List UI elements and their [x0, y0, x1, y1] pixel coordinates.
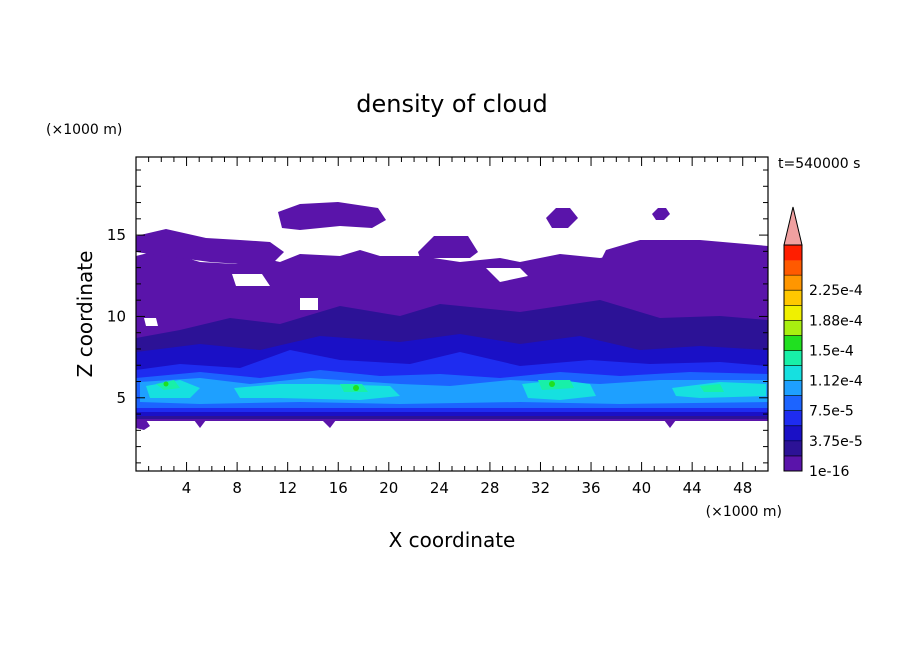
- contour-level-9a: [353, 385, 359, 391]
- contour-cap-3: [600, 240, 768, 262]
- contour-cap-5: [546, 208, 578, 228]
- contour-level-8d: [700, 384, 724, 392]
- base-bump-3: [322, 420, 336, 428]
- colorbar-segment: [784, 410, 802, 427]
- colorbar-segment: [784, 455, 802, 472]
- base-bump-4: [664, 420, 676, 428]
- x-tick-label: 28: [480, 479, 499, 497]
- contour-cap-6: [652, 208, 670, 220]
- x-tick-label: 16: [329, 479, 348, 497]
- base-bump-2: [194, 420, 206, 428]
- x-tick-label: 48: [733, 479, 752, 497]
- x-tick-label: 32: [531, 479, 550, 497]
- colorbar-level-label: 1e-16: [809, 464, 849, 480]
- y-axis-title: Z coordinate: [73, 251, 97, 378]
- y-tick-label: 5: [116, 389, 126, 407]
- colorbar-segment: [784, 335, 802, 351]
- colorbar-segment: [784, 365, 802, 381]
- contour-cap-4: [278, 202, 386, 230]
- clear-pocket-1: [232, 274, 270, 286]
- x-tick-label: 44: [683, 479, 702, 497]
- y-unit-label: (×1000 m): [46, 122, 122, 138]
- contour-field: [136, 202, 768, 430]
- contour-level-9c: [163, 381, 169, 387]
- base-bump-1: [136, 420, 150, 430]
- x-tick-label: 24: [430, 479, 449, 497]
- colorbar-segment: [784, 275, 802, 291]
- colorbar-segment: [784, 425, 802, 442]
- y-tick-label: 15: [107, 226, 126, 244]
- contour-level-7b: [234, 384, 400, 400]
- contour-level-8c: [538, 380, 574, 390]
- x-tick-label: 12: [278, 479, 297, 497]
- contour-level-9b: [549, 381, 555, 387]
- y-tick-label: 10: [107, 307, 126, 325]
- colorbar-overflow-arrow: [783, 206, 803, 246]
- colorbar-level-label: 7.5e-5: [809, 404, 854, 420]
- colorbar-segment: [784, 395, 802, 412]
- time-label: t=540000 s: [778, 156, 860, 172]
- contour-cap-2: [418, 236, 478, 258]
- x-axis-title: X coordinate: [389, 528, 516, 552]
- x-tick-label: 4: [182, 479, 192, 497]
- colorbar-segment: [784, 380, 802, 396]
- colorbar-segment: [784, 440, 802, 457]
- x-tick-label: 20: [379, 479, 398, 497]
- colorbar-segment: [784, 260, 802, 276]
- x-axis-ticks: 4 8 12 16 20 24 28 32 36 40 44 48: [148, 157, 756, 497]
- colorbar-segment: [784, 320, 802, 336]
- x-unit-label: (×1000 m): [706, 504, 782, 520]
- colorbar-level-label: 1.88e-4: [809, 313, 863, 329]
- colorbar-level-label: 1.12e-4: [809, 374, 863, 390]
- colorbar-level-label: 1.5e-4: [809, 343, 854, 359]
- clear-pocket-3: [300, 298, 318, 310]
- chart-title: density of cloud: [356, 90, 547, 118]
- colorbar: 1e-16 3.75e-5 7.5e-5 1.12e-4 1.5e-4 1.88e-4 2.…: [783, 206, 863, 480]
- colorbar-segment: [784, 245, 802, 261]
- colorbar-level-label: 3.75e-5: [809, 434, 863, 450]
- colorbar-segment: [784, 305, 802, 321]
- colorbar-level-label: 2.25e-4: [809, 283, 863, 299]
- clear-pocket-4: [144, 318, 158, 326]
- clear-pocket-2: [486, 268, 528, 282]
- colorbar-segment: [784, 290, 802, 306]
- colorbar-segment: [784, 350, 802, 366]
- contour-cap-1: [136, 229, 284, 264]
- y-axis-ticks: 5 10 15: [107, 169, 768, 464]
- x-tick-label: 8: [232, 479, 242, 497]
- x-tick-label: 40: [632, 479, 651, 497]
- x-tick-label: 36: [581, 479, 600, 497]
